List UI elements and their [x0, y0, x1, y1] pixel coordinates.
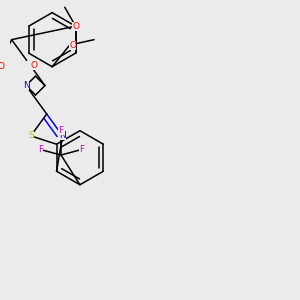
Text: S: S	[28, 131, 34, 140]
Text: N: N	[59, 131, 66, 140]
Text: F: F	[58, 126, 64, 135]
Text: N: N	[23, 81, 29, 90]
Text: F: F	[38, 145, 43, 154]
Text: O: O	[30, 61, 37, 70]
Text: O: O	[72, 22, 79, 31]
Text: O: O	[69, 40, 76, 50]
Text: F: F	[79, 145, 84, 154]
Text: O: O	[0, 62, 4, 71]
